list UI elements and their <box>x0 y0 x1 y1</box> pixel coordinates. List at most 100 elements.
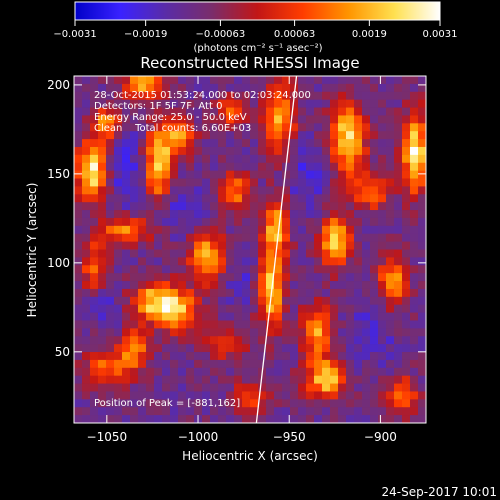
heatmap-cell <box>98 383 107 392</box>
heatmap-cell <box>242 257 251 266</box>
heatmap-cell <box>330 375 339 384</box>
heatmap-cell <box>194 241 203 250</box>
heatmap-cell <box>114 265 123 274</box>
heatmap-cell <box>322 320 331 329</box>
heatmap-cell <box>370 257 379 266</box>
heatmap-cell <box>306 304 315 313</box>
heatmap-cell <box>338 415 347 423</box>
heatmap-cell <box>386 99 395 108</box>
heatmap-cell <box>290 288 299 298</box>
heatmap-cell <box>362 399 371 408</box>
heatmap-cell <box>186 375 195 384</box>
heatmap-cell <box>282 115 291 124</box>
heatmap-cell <box>138 407 147 416</box>
heatmap-cell <box>218 344 227 353</box>
heatmap-cell <box>242 162 251 172</box>
heatmap-cell <box>162 225 171 235</box>
heatmap-cell <box>298 210 307 219</box>
heatmap-cell <box>154 336 163 345</box>
heatmap-cell <box>266 312 275 321</box>
heatmap-cell <box>402 336 411 345</box>
heatmap-cell <box>410 359 419 369</box>
heatmap-cell <box>210 383 219 392</box>
heatmap-cell <box>170 225 179 235</box>
heatmap-cell <box>330 336 339 345</box>
heatmap-cell <box>298 115 307 124</box>
heatmap-cell <box>170 202 179 211</box>
heatmap-cell <box>250 383 259 392</box>
heatmap-cell <box>330 391 339 400</box>
heatmap-cell <box>210 312 219 321</box>
heatmap-cell <box>162 139 171 148</box>
heatmap-cell <box>370 241 379 250</box>
heatmap-cell <box>202 107 211 116</box>
heatmap-cell <box>226 178 235 187</box>
heatmap-cell <box>306 359 315 369</box>
heatmap-cell <box>282 257 291 266</box>
heatmap-cell <box>354 344 363 353</box>
heatmap-cell <box>402 178 411 187</box>
heatmap-cell <box>90 344 99 353</box>
heatmap-cell <box>378 99 387 108</box>
heatmap-cell <box>418 391 426 400</box>
heatmap-cell <box>370 131 379 140</box>
heatmap-cell <box>330 344 339 353</box>
heatmap-cell <box>354 336 363 345</box>
heatmap-cell <box>266 265 275 274</box>
heatmap-cell <box>306 296 315 306</box>
heatmap-cell <box>130 217 139 227</box>
heatmap-cell <box>274 273 283 282</box>
heatmap-cell <box>186 202 195 211</box>
heatmap-cell <box>146 99 155 108</box>
heatmap-cell <box>162 328 171 337</box>
heatmap-cell <box>418 265 426 274</box>
heatmap-cell <box>154 123 163 132</box>
heatmap-cell <box>282 375 291 384</box>
heatmap-cell <box>234 375 243 384</box>
x-tick-label: −900 <box>364 430 397 444</box>
heatmap-cell <box>210 146 219 156</box>
heatmap-cell <box>338 273 347 282</box>
heatmap-cell <box>218 273 227 282</box>
heatmap-cell <box>354 202 363 211</box>
colorbar-tick-label: 0.0031 <box>423 29 458 40</box>
heatmap-cell <box>266 99 275 108</box>
heatmap-cell <box>386 288 395 298</box>
heatmap-cell <box>354 241 363 250</box>
heatmap-cell <box>226 296 235 306</box>
heatmap-cell <box>290 178 299 187</box>
heatmap-cell <box>82 170 91 179</box>
heatmap-cell <box>362 99 371 108</box>
heatmap-cell <box>162 265 171 274</box>
heatmap-cell <box>290 202 299 211</box>
heatmap-cell <box>170 91 179 101</box>
heatmap-cell <box>74 194 83 203</box>
heatmap-cell <box>322 281 331 290</box>
heatmap-cell <box>314 352 323 361</box>
heatmap-cell <box>162 296 171 306</box>
heatmap-cell <box>154 257 163 266</box>
heatmap-cell <box>186 281 195 290</box>
heatmap-cell <box>394 76 403 85</box>
heatmap-cell <box>266 359 275 369</box>
heatmap-cell <box>130 312 139 321</box>
heatmap-cell <box>82 154 91 164</box>
heatmap-cell <box>330 139 339 148</box>
heatmap-cell <box>210 107 219 116</box>
heatmap-cell <box>370 154 379 164</box>
heatmap-cell <box>90 328 99 337</box>
heatmap-cell <box>130 367 139 377</box>
heatmap-cell <box>154 281 163 290</box>
heatmap-cell <box>98 344 107 353</box>
heatmap-cell <box>234 359 243 369</box>
heatmap-cell <box>162 359 171 369</box>
heatmap-cell <box>130 328 139 337</box>
heatmap-cell <box>226 83 235 93</box>
heatmap-cell <box>226 257 235 266</box>
heatmap-cell <box>394 225 403 235</box>
heatmap-cell <box>290 336 299 345</box>
heatmap-cell <box>402 99 411 108</box>
heatmap-cell <box>298 154 307 164</box>
heatmap-cell <box>330 233 339 243</box>
heatmap-cell <box>210 399 219 408</box>
